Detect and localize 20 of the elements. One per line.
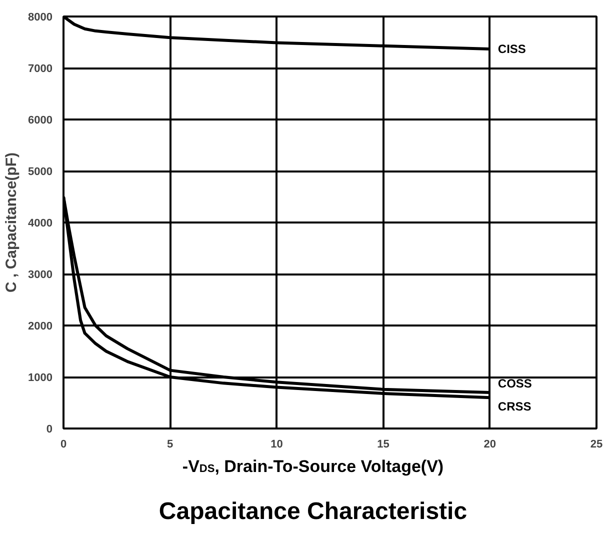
x-tick-label: 25: [590, 438, 603, 450]
series-label: COSS: [498, 376, 532, 390]
y-tick-label: 6000: [28, 114, 53, 126]
x-tick-label: 20: [484, 438, 496, 450]
y-tick-label: 1000: [28, 372, 53, 384]
y-tick-label: 7000: [28, 63, 53, 75]
x-tick-label: 15: [377, 438, 390, 450]
y-tick-label: 8000: [28, 12, 53, 24]
y-tick-label: 2000: [28, 320, 53, 332]
y-tick-label: 0: [46, 424, 53, 436]
y-axis-title: C , Capacitance(pF): [3, 152, 20, 293]
x-tick-label: 0: [60, 438, 67, 450]
x-tick-label: 10: [270, 438, 283, 450]
y-tick-label: 4000: [28, 218, 53, 230]
x-tick-label: 5: [167, 438, 174, 450]
text: Capacitance Characteristic: [158, 497, 468, 527]
y-tick-label: 5000: [28, 166, 53, 178]
y-tick-label: 3000: [28, 269, 53, 281]
series-label: CRSS: [498, 400, 532, 414]
series-label: CISS: [498, 42, 526, 56]
